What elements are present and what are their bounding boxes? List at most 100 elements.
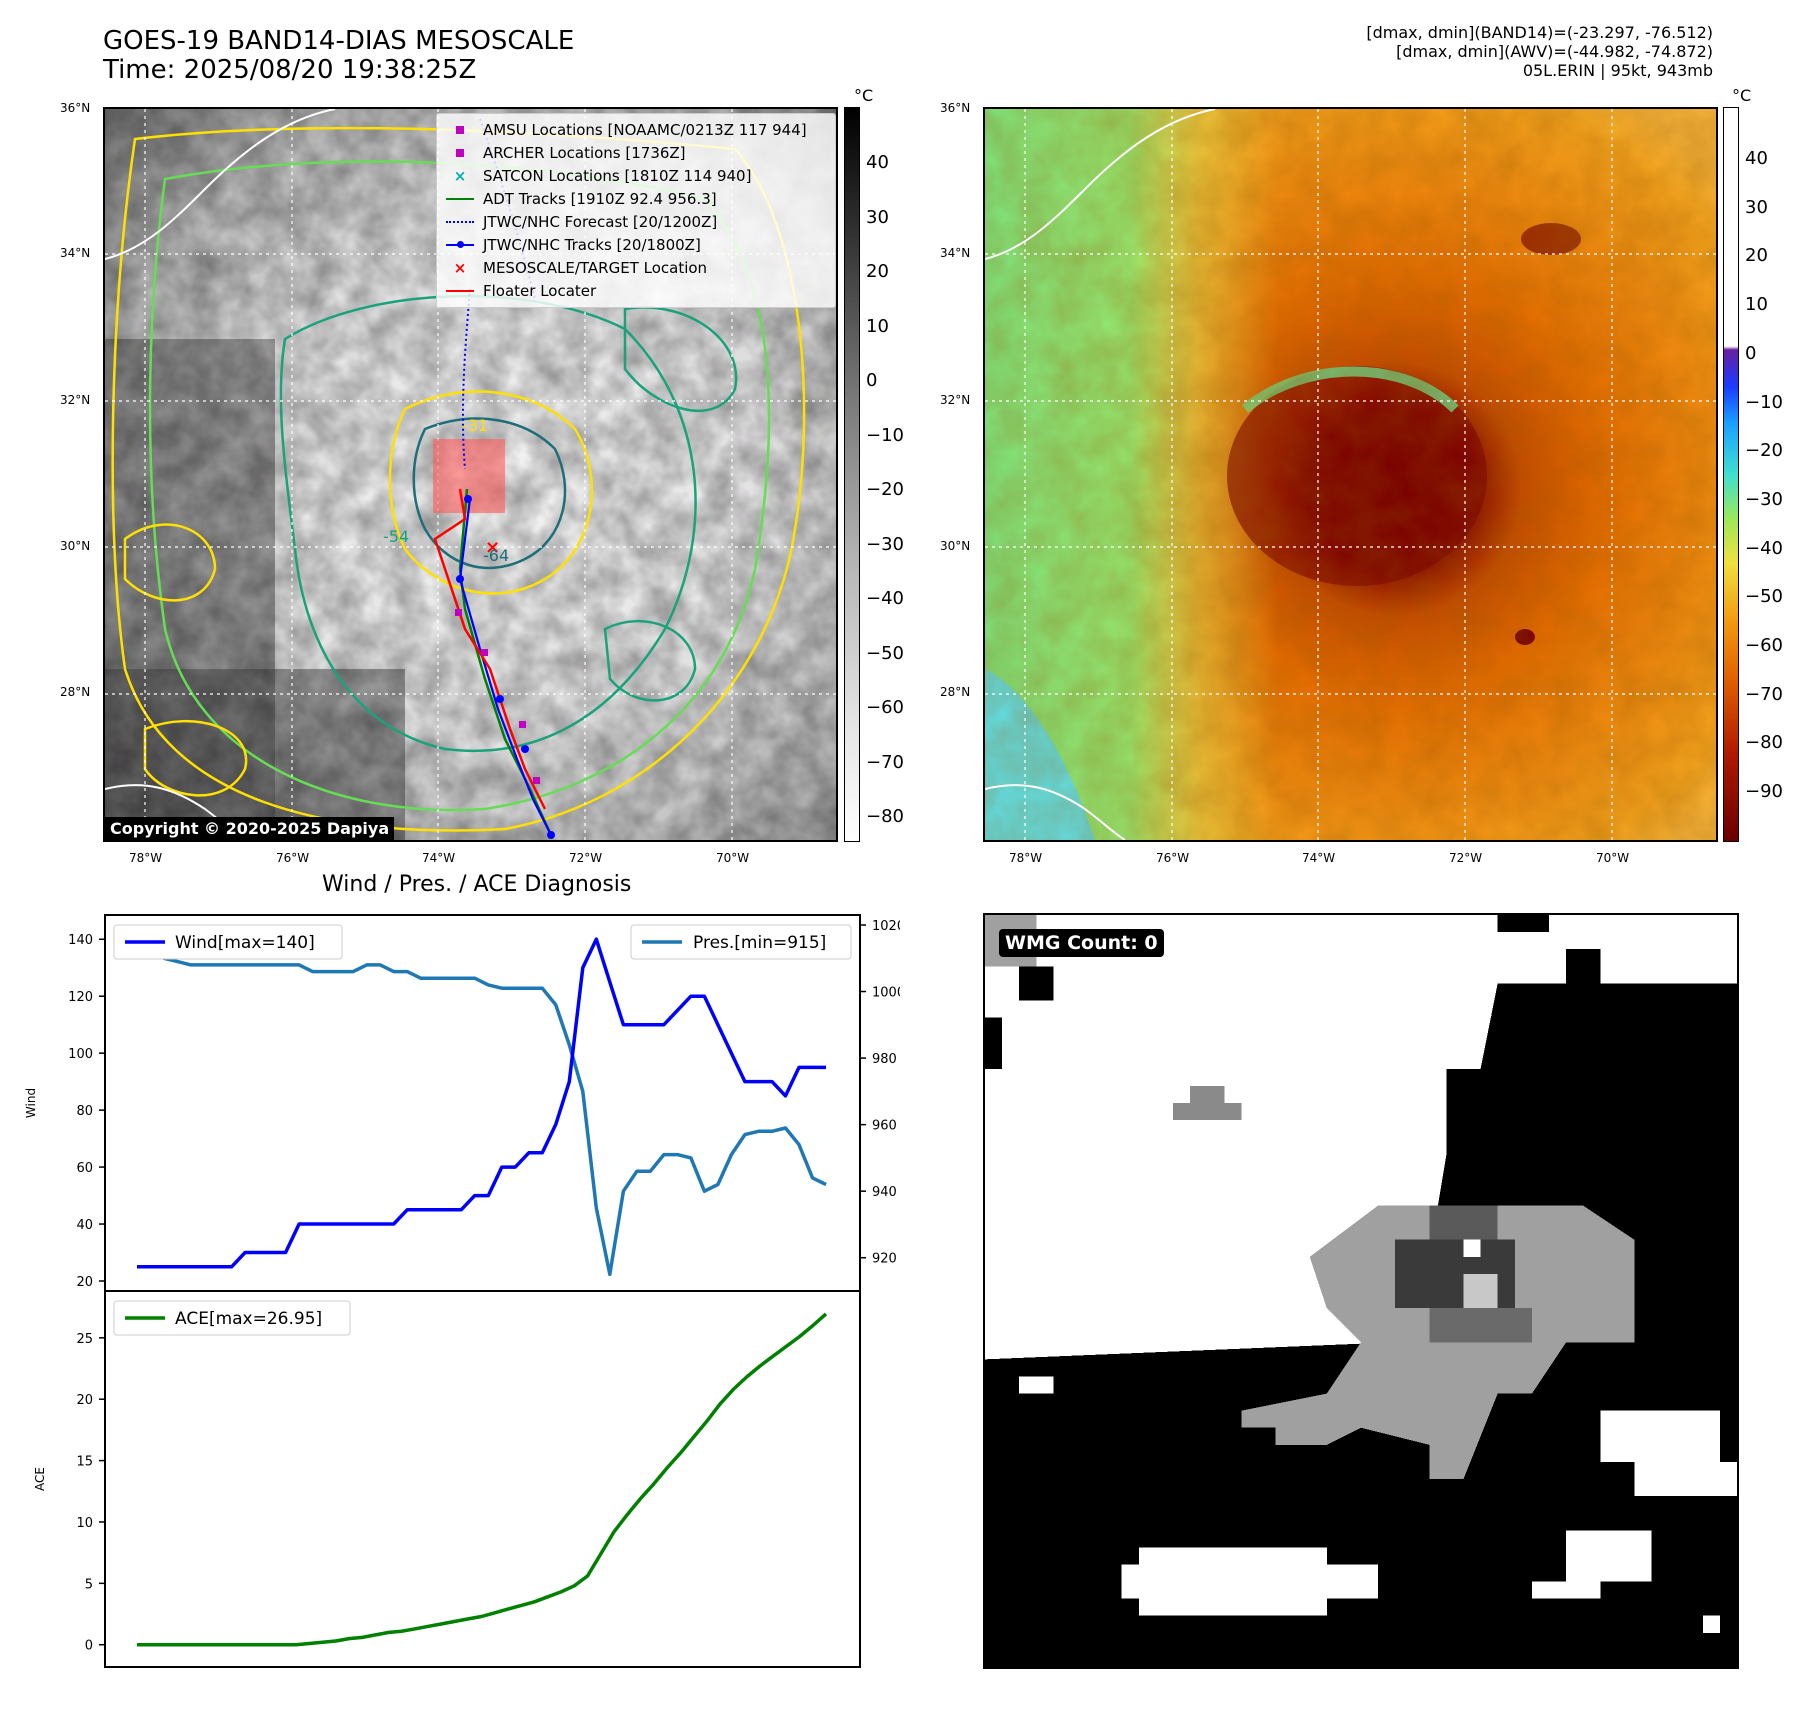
legend-label: MESOSCALE/TARGET Location — [483, 259, 708, 277]
wind-legend-box — [113, 924, 343, 960]
awv-colorbar-tick: −80 — [1745, 732, 1783, 754]
band14-lon-label: 70°W — [716, 851, 750, 865]
legend-entry: × MESOSCALE/TARGET Location — [437, 257, 833, 279]
awv-lon-label: 78°W — [1009, 851, 1043, 865]
diagnosis-title: Wind / Pres. / ACE Diagnosis — [322, 872, 632, 897]
wind-series-line — [137, 937, 826, 1269]
legend-label: Floater Locater — [483, 282, 597, 300]
wind-ytick-label: 40 — [76, 1218, 93, 1233]
band14-colorbar-tick: 30 — [866, 206, 889, 228]
info-band14: [dmax, dmin](BAND14)=(-23.297, -76.512) — [1366, 23, 1713, 42]
ace-ytick-label: 5 — [85, 1577, 93, 1592]
band14-colorbar-tick: 10 — [866, 315, 889, 337]
awv-map-svg — [985, 109, 1716, 840]
ace-ytick-label: 0 — [85, 1639, 93, 1654]
legend-entry: AMSU Locations [NOAAMC/0213Z 117 944] — [437, 119, 833, 141]
legend-marker-icon — [445, 215, 475, 229]
pres-legend-label: Pres.[min=915] — [693, 933, 826, 953]
legend-entry: ADT Tracks [1910Z 92.4 956.3] — [437, 188, 833, 210]
band14-colorbar-tick: 20 — [866, 261, 889, 282]
band14-colorbar-tick: −60 — [866, 697, 904, 718]
legend-entry: JTWC/NHC Tracks [20/1800Z] — [437, 234, 833, 256]
legend-entry: ARCHER Locations [1736Z] — [437, 142, 833, 164]
awv-colorbar-tick: 20 — [1745, 245, 1768, 267]
awv-colorbar-tick: 30 — [1745, 196, 1768, 218]
ace-ylabel: ACE — [33, 1467, 47, 1491]
map-legend: AMSU Locations [NOAAMC/0213Z 117 944] ARC… — [436, 113, 836, 308]
legend-marker-icon: × — [453, 259, 467, 277]
pres-ytick-label: 1020 — [872, 919, 900, 934]
legend-marker-icon — [445, 192, 475, 206]
legend-marker-icon: × — [453, 167, 467, 185]
legend-entry: JTWC/NHC Forecast [20/1200Z] — [437, 211, 833, 233]
awv-lon-label: 74°W — [1302, 851, 1336, 865]
wind-ylabel: Wind — [24, 1088, 38, 1118]
legend-marker-icon — [445, 123, 475, 137]
awv-colorbar-tick: 40 — [1745, 148, 1768, 169]
band14-lon-label: 78°W — [129, 851, 163, 865]
legend-label: ADT Tracks [1910Z 92.4 956.3] — [483, 190, 717, 208]
wind-ytick-label: 140 — [68, 933, 93, 948]
band14-colorbar — [844, 107, 860, 842]
band14-colorbar-unit: °C — [854, 86, 874, 105]
legend-label: ARCHER Locations [1736Z] — [483, 144, 686, 162]
pres-ytick-label: 980 — [872, 1052, 897, 1067]
band14-lat-label: 30°N — [60, 539, 91, 553]
band14-map: × -31 -54 -64 AMSU Locations [NOAAMC/021… — [103, 107, 838, 842]
awv-lat-label: 28°N — [940, 685, 971, 699]
legend-label: JTWC/NHC Forecast [20/1200Z] — [483, 213, 718, 231]
band14-colorbar-tick: 40 — [866, 152, 889, 173]
contour-label-54: -54 — [383, 527, 409, 546]
wind-pres-axes — [104, 914, 861, 1292]
legend-label: AMSU Locations [NOAAMC/0213Z 117 944] — [483, 121, 807, 139]
pres-legend-box — [630, 924, 852, 960]
awv-lat-label: 30°N — [940, 539, 971, 553]
awv-lat-label: 32°N — [940, 393, 971, 407]
contour-label-31: -31 — [462, 416, 488, 435]
band14-lon-label: 74°W — [422, 851, 456, 865]
awv-colorbar-tick: −30 — [1745, 488, 1783, 510]
band14-lat-label: 28°N — [60, 685, 91, 699]
legend-entry: Floater Locater — [437, 280, 833, 302]
band14-colorbar-tick: −30 — [866, 533, 904, 555]
legend-marker-icon — [445, 146, 475, 160]
awv-colorbar-tick: −50 — [1745, 586, 1783, 608]
band14-lon-label: 76°W — [276, 851, 310, 865]
awv-map — [983, 107, 1718, 842]
awv-colorbar-tick: −10 — [1745, 391, 1783, 413]
band14-colorbar-tick: −50 — [866, 642, 904, 664]
awv-colorbar-tick: −40 — [1745, 537, 1783, 559]
page-title: GOES-19 BAND14-DIAS MESOSCALE — [103, 26, 575, 56]
band14-colorbar-tick: −80 — [866, 806, 904, 827]
wind-ytick-label: 80 — [76, 1104, 93, 1119]
page-subtitle-time: Time: 2025/08/20 19:38:25Z — [103, 55, 477, 85]
wind-ytick-label: 20 — [76, 1275, 93, 1290]
legend-label: JTWC/NHC Tracks [20/1800Z] — [483, 236, 701, 254]
contour-label-64: -64 — [483, 546, 509, 565]
wind-ytick-label: 60 — [76, 1161, 93, 1176]
band14-lat-label: 34°N — [60, 246, 91, 260]
wind-ytick-label: 120 — [68, 990, 93, 1005]
awv-colorbar-tick: −90 — [1745, 781, 1783, 803]
band14-colorbar-tick: −40 — [866, 588, 904, 609]
pressure-series-line — [137, 939, 827, 1277]
band14-colorbar-tick: 0 — [866, 370, 878, 391]
wmg-count-badge: WMG Count: 0 — [999, 929, 1164, 957]
wmg-panel: WMG Count: 0 — [983, 913, 1739, 1669]
ace-ytick-label: 25 — [76, 1332, 93, 1347]
awv-colorbar-tick: −20 — [1745, 440, 1783, 462]
info-storm: 05L.ERIN | 95kt, 943mb — [1522, 61, 1713, 80]
ace-legend-box — [113, 1300, 351, 1336]
info-awv: [dmax, dmin](AWV)=(-44.982, -74.872) — [1396, 42, 1713, 61]
ace-axes — [104, 1290, 861, 1668]
pres-ytick-label: 1000 — [872, 986, 900, 1001]
awv-lat-label: 34°N — [940, 246, 971, 260]
band14-lon-label: 72°W — [569, 851, 603, 865]
awv-lon-label: 76°W — [1156, 851, 1190, 865]
awv-lat-label: 36°N — [940, 101, 971, 115]
pres-ytick-label: 920 — [872, 1252, 897, 1267]
awv-colorbar-tick: −60 — [1745, 635, 1783, 656]
ace-ytick-label: 20 — [76, 1393, 93, 1408]
band14-colorbar-tick: −20 — [866, 479, 904, 500]
awv-colorbar-tick: −70 — [1745, 683, 1783, 705]
